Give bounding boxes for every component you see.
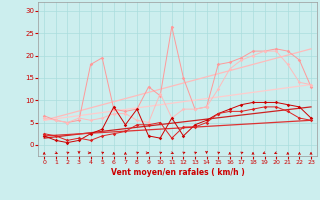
X-axis label: Vent moyen/en rafales ( km/h ): Vent moyen/en rafales ( km/h )	[111, 168, 244, 177]
